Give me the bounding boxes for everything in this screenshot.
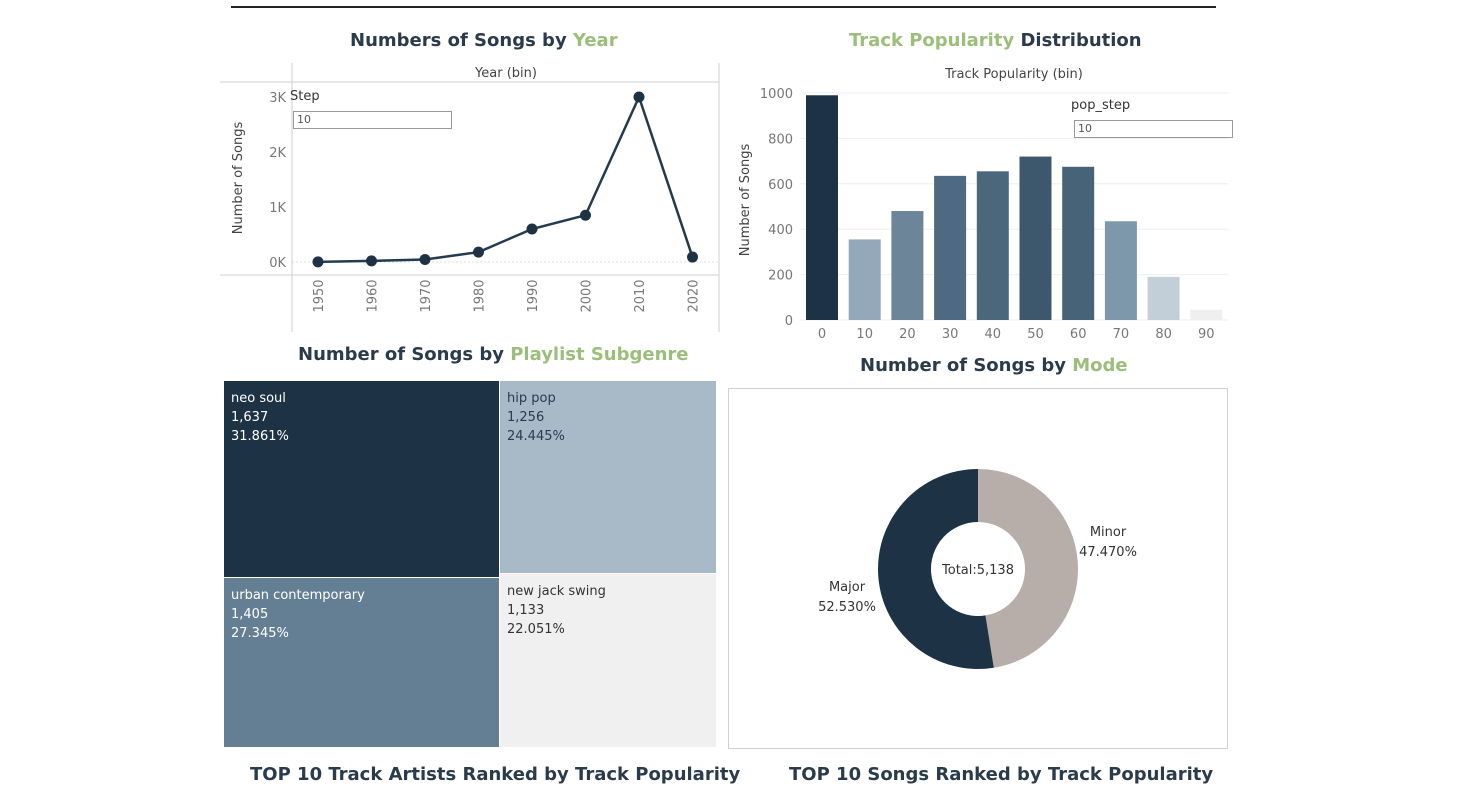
bar-chart-x-tick-label: 80	[1155, 327, 1172, 342]
donut-slice-label: Major	[829, 580, 866, 595]
bar-chart-y-tick-label: 200	[768, 269, 793, 284]
line-chart-x-tick-label: 1960	[366, 279, 381, 312]
donut-slice-minor	[978, 469, 1079, 668]
bar-chart-bar	[1147, 276, 1180, 320]
step-parameter: Step	[290, 89, 320, 104]
bar-chart-x-tick-label: 50	[1027, 327, 1044, 342]
line-chart-y-tick-label: 0K	[269, 256, 286, 271]
donut-center-total: Total:5,138	[941, 563, 1014, 578]
treemap-tile-percent: 27.345%	[231, 626, 289, 641]
top-divider	[231, 6, 1216, 8]
bar-chart-bar	[806, 95, 838, 321]
mode-chart-title: Number of Songs by Mode	[860, 355, 1128, 376]
donut-slice-percent: 47.470%	[1079, 545, 1137, 560]
bar-chart-x-tick-label: 0	[818, 327, 826, 342]
bar-chart-x-tick-label: 20	[899, 327, 916, 342]
treemap-tile-percent: 31.861%	[231, 429, 289, 444]
line-chart-x-tick-label: 2000	[580, 279, 595, 312]
treemap-tile-value: 1,256	[507, 410, 545, 425]
line-chart-point	[687, 251, 698, 263]
bar-chart-x-tick-label: 70	[1113, 327, 1130, 342]
line-chart-x-tick-label: 1980	[473, 279, 488, 312]
line-chart-point	[473, 246, 484, 258]
top-artists-title: TOP 10 Track Artists Ranked by Track Pop…	[250, 764, 741, 785]
bar-chart-xlabel: Track Popularity (bin)	[944, 67, 1083, 82]
line-chart-point	[419, 254, 431, 266]
bar-chart-bar	[1019, 156, 1052, 320]
bar-chart-bar	[1062, 166, 1095, 320]
bar-chart-y-tick-label: 1000	[760, 87, 793, 102]
top-songs-title: TOP 10 Songs Ranked by Track Popularity	[789, 764, 1214, 785]
bar-chart-x-tick-label: 30	[942, 327, 959, 342]
line-chart-x-tick-label: 2010	[633, 279, 648, 312]
bar-chart-bar	[934, 175, 967, 320]
subgenre-chart-title: Number of Songs by Playlist Subgenre	[298, 344, 689, 365]
bar-chart-x-tick-label: 40	[985, 327, 1002, 342]
treemap-tile-value: 1,405	[231, 607, 269, 622]
pop-step-input[interactable]: 10	[1074, 120, 1233, 138]
bar-chart-bar	[1190, 309, 1223, 320]
bar-chart-ylabel: Number of Songs	[738, 144, 753, 257]
treemap-tile: neo soul 1,637 31.861%	[224, 381, 499, 577]
line-chart-x-tick-label: 1950	[312, 279, 327, 312]
bar-chart-y-tick-label: 0	[785, 314, 793, 329]
treemap-tile-name: urban contemporary	[231, 588, 365, 603]
donut-slice-label: Minor	[1090, 525, 1127, 540]
line-chart-x-tick-label: 2020	[687, 279, 702, 312]
bar-chart-bar	[976, 171, 1009, 320]
line-chart-point	[580, 209, 591, 221]
bar-chart-x-tick-label: 90	[1198, 327, 1215, 342]
line-chart-x-tick-label: 1990	[526, 279, 541, 312]
treemap-tile-value: 1,133	[507, 603, 545, 618]
donut-slice-major	[878, 469, 994, 669]
bar-chart-bar	[891, 211, 924, 320]
step-input[interactable]: 10	[293, 111, 452, 129]
pop-step-label: pop_step	[1071, 98, 1131, 113]
treemap-tile-name: hip pop	[507, 391, 556, 406]
treemap-tile-name: neo soul	[231, 391, 286, 406]
line-chart-xlabel: Year (bin)	[474, 66, 537, 81]
line-chart-y-tick-label: 3K	[269, 91, 286, 106]
step-label: Step	[290, 89, 320, 104]
popularity-chart-title: Track Popularity Distribution	[849, 30, 1142, 51]
line-chart-point	[633, 91, 645, 103]
treemap-tile-value: 1,637	[231, 410, 269, 425]
bar-chart-x-tick-label: 10	[856, 327, 873, 342]
line-chart-point	[366, 255, 377, 267]
treemap-tile-percent: 22.051%	[507, 622, 565, 637]
line-chart-ylabel: Number of Songs	[231, 122, 246, 235]
pop-step-parameter: pop_step	[1071, 98, 1130, 113]
treemap-tile: hip pop 1,256 24.445%	[500, 381, 716, 573]
mode-chart-frame	[728, 388, 1228, 749]
line-chart-series-line	[317, 93, 694, 264]
year-chart-title: Numbers of Songs by Year	[350, 30, 618, 51]
treemap-tile: new jack swing 1,133 22.051%	[500, 574, 716, 747]
bar-chart-y-tick-label: 800	[768, 132, 793, 147]
treemap-tile: urban contemporary 1,405 27.345%	[224, 578, 499, 747]
bar-chart-y-tick-label: 400	[768, 223, 793, 238]
bar-chart-bar	[1104, 221, 1137, 320]
line-chart-y-tick-label: 2K	[269, 146, 286, 161]
bar-chart-bar	[848, 239, 881, 320]
line-chart-point	[526, 223, 538, 235]
treemap-tile-percent: 24.445%	[507, 429, 565, 444]
line-chart-x-tick-label: 1970	[419, 279, 434, 312]
donut-slice-percent: 52.530%	[818, 600, 876, 615]
bar-chart-x-tick-label: 60	[1070, 327, 1087, 342]
treemap-tile-name: new jack swing	[507, 584, 606, 599]
line-chart-y-tick-label: 1K	[269, 201, 286, 216]
bar-chart-y-tick-label: 600	[768, 178, 793, 193]
line-chart-point	[312, 256, 324, 268]
